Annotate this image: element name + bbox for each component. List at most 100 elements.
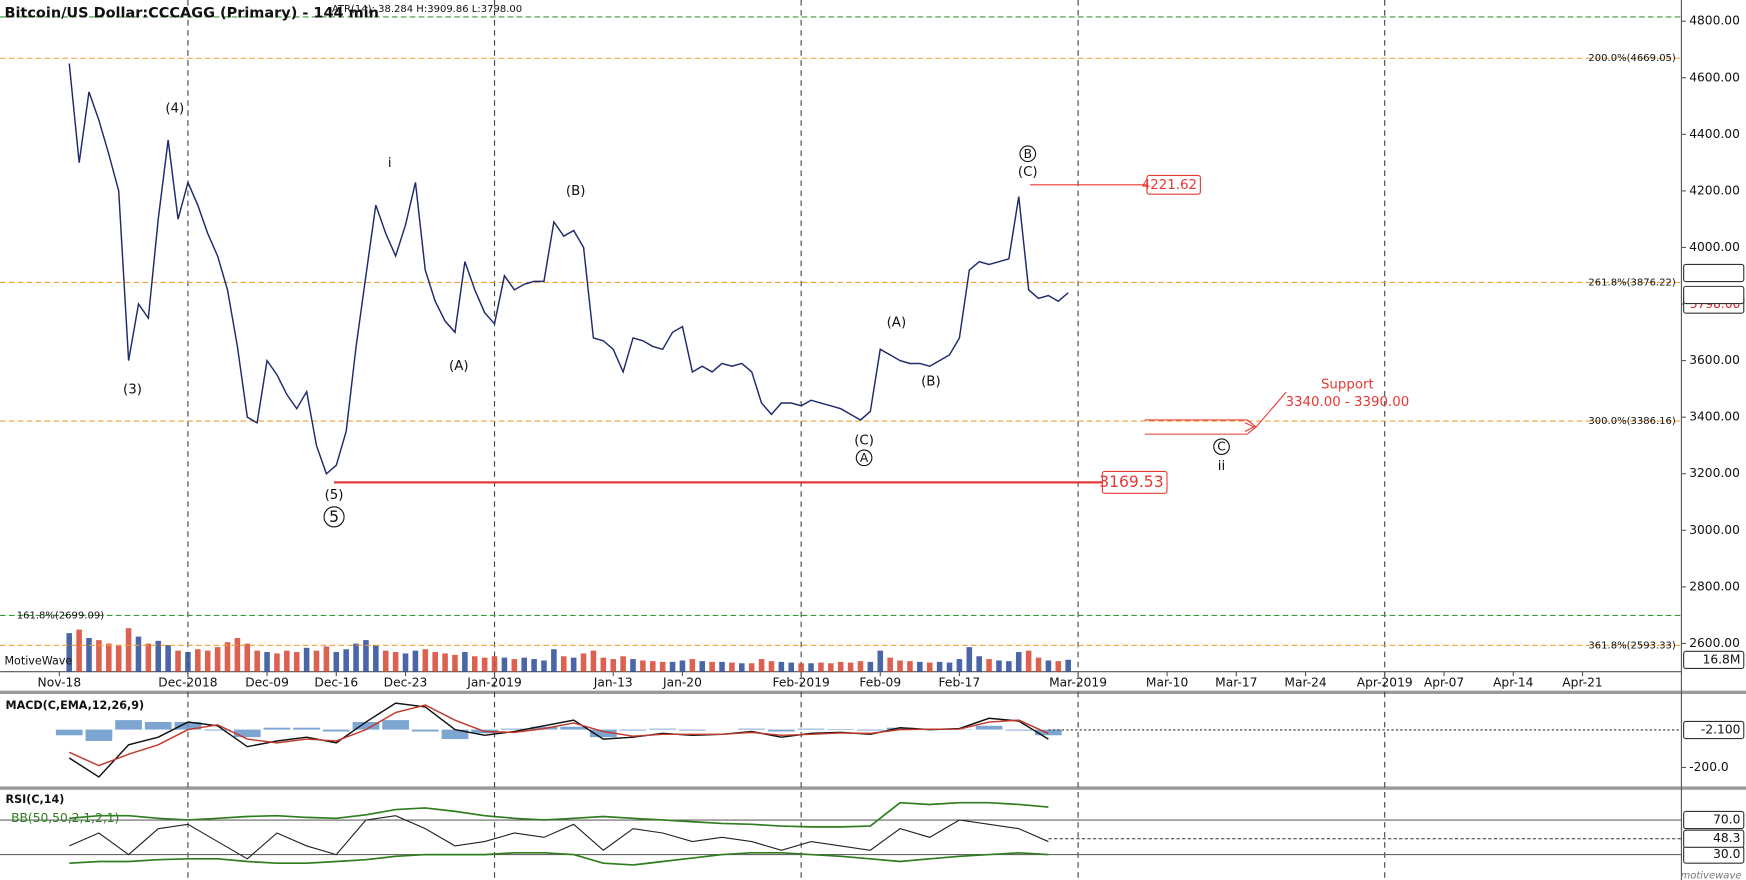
y-tick-label: 4400.00 (1689, 127, 1740, 141)
volume-bar (234, 638, 241, 672)
panel-separator (0, 690, 1746, 694)
volume-bar (748, 663, 755, 672)
volume-bar (976, 656, 982, 672)
volume-bar (837, 661, 844, 672)
volume-bar (768, 661, 775, 672)
y-tick-label: 4600.00 (1689, 70, 1740, 84)
volume-bar (491, 656, 498, 672)
y-tick-label: -200.0 (1689, 760, 1728, 774)
volume-bar (353, 643, 359, 672)
volume-bar (135, 636, 142, 672)
volume-bar (214, 647, 221, 672)
support-arrow (1244, 391, 1287, 435)
current-value-label: 48.3 (1713, 831, 1740, 845)
volume-bar (778, 661, 785, 672)
volume-bar (195, 649, 201, 672)
macd-histogram-bar (797, 728, 825, 730)
macd-histogram-bar (233, 729, 261, 738)
macd-histogram-bar (174, 722, 202, 730)
bollinger-band (69, 851, 1049, 866)
macd-histogram-bar (204, 729, 231, 731)
x-tick-label: Mar-17 (1215, 675, 1257, 689)
volume-bar (560, 656, 567, 672)
wave-label: A (860, 451, 869, 465)
volume-bar (669, 661, 676, 672)
volume-bar (76, 629, 82, 672)
volume-bar (600, 657, 607, 672)
wave-circle (855, 449, 873, 467)
x-tick-label: Dec-09 (245, 675, 289, 689)
volume-bar (284, 650, 290, 672)
volume-bar (808, 663, 814, 672)
wave-label: (C) (1018, 165, 1038, 180)
fib-level-label: 300.0%(3386.16) (1588, 416, 1675, 427)
volume-bar (887, 657, 893, 672)
volume-bar (373, 645, 379, 672)
volume-bar (293, 652, 300, 672)
volume-bar (1065, 659, 1071, 672)
macd-histogram-bar (322, 729, 350, 732)
macd-histogram-bar (649, 728, 677, 730)
x-tick-label: Jan-2019 (466, 675, 521, 689)
volume-bar (204, 650, 211, 672)
y-tick-label: 3000.00 (1689, 523, 1740, 537)
macd-histogram-bar (678, 729, 706, 731)
volume-bar (620, 656, 626, 672)
wave-label: (B) (921, 375, 941, 390)
volume-bar (175, 650, 181, 672)
volume-bar (185, 652, 191, 672)
volume-bar (442, 653, 448, 672)
fib-level-label: 200.0%(4669.05) (1588, 53, 1675, 64)
x-tick-label: Feb-17 (939, 675, 981, 689)
macd-histogram-bar (738, 728, 766, 730)
macd-histogram-bar (263, 727, 291, 730)
panel-separator (0, 786, 1746, 790)
volume-bar (1025, 650, 1032, 672)
x-tick-label: Dec-23 (384, 675, 428, 689)
volume-bar (659, 661, 666, 672)
macd-histogram-bar (619, 729, 647, 731)
volume-bar (96, 640, 102, 672)
macd-histogram-bar (560, 726, 588, 730)
volume-bar (125, 628, 132, 672)
wave-label: C (1217, 440, 1226, 454)
x-tick-label: Dec-16 (314, 675, 358, 689)
y-tick-label: 70.0 (1713, 813, 1740, 827)
macd-histogram-bar (857, 729, 884, 731)
volume-bar (145, 643, 152, 672)
wave-circle (1019, 145, 1037, 163)
volume-bar (719, 661, 725, 672)
support-title: Support (1321, 377, 1374, 392)
volume-bar (313, 650, 320, 672)
volume-bar (155, 640, 162, 672)
volume-bar (333, 652, 340, 672)
wave-label: (A) (449, 359, 469, 374)
x-tick-label: Apr-14 (1493, 675, 1534, 689)
volume-bar (254, 650, 260, 672)
volume-bar (1006, 661, 1012, 672)
y-tick-label: 30.0 (1713, 847, 1740, 861)
x-tick-label: Jan-13 (593, 675, 633, 689)
support-range: 3340.00 - 3390.00 (1285, 395, 1409, 410)
wave-label: (A) (887, 315, 907, 330)
wave-label: (5) (325, 488, 344, 503)
bollinger-band (69, 801, 1049, 828)
y-tick-label: 3200.00 (1689, 466, 1740, 480)
volume-marker: 16.8M (1703, 652, 1741, 666)
volume-bar (106, 643, 112, 672)
x-tick-label: Nov-18 (38, 675, 82, 689)
y-tick-label: 4000.00 (1689, 240, 1740, 254)
volume-bar (531, 659, 537, 672)
volume-bar (630, 659, 636, 672)
fib-level-label: 261.8%(3876.22) (1588, 277, 1675, 288)
volume-bar (86, 638, 92, 672)
wave-label: 5 (329, 508, 339, 526)
volume-bar (877, 650, 884, 672)
price-line (68, 63, 1069, 475)
volume-bar (303, 647, 310, 672)
volume-bar (1055, 661, 1062, 672)
volume-bar (1035, 657, 1042, 672)
